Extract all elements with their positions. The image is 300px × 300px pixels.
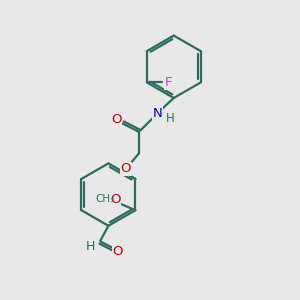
Text: CH₃: CH₃ <box>95 194 114 204</box>
Text: O: O <box>120 162 131 175</box>
Text: H: H <box>166 112 174 125</box>
Text: O: O <box>110 193 121 206</box>
Text: H: H <box>85 239 94 253</box>
Text: O: O <box>113 245 123 258</box>
Text: F: F <box>164 76 172 89</box>
Text: N: N <box>153 107 162 120</box>
Text: O: O <box>111 112 122 126</box>
